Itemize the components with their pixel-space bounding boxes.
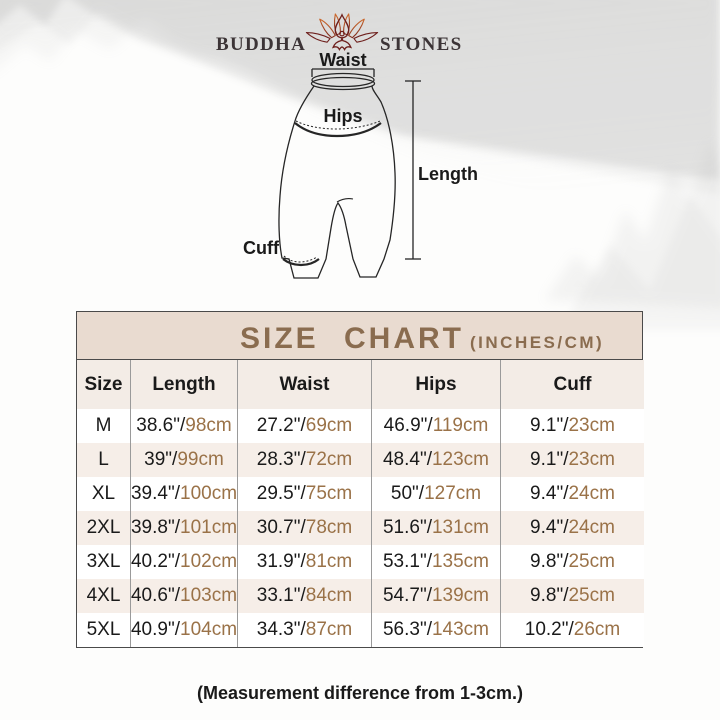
- svg-text:Waist: Waist: [319, 50, 366, 70]
- svg-text:Hips: Hips: [323, 106, 362, 126]
- svg-text:Length: Length: [418, 164, 478, 184]
- svg-text:Cuff: Cuff: [243, 238, 280, 258]
